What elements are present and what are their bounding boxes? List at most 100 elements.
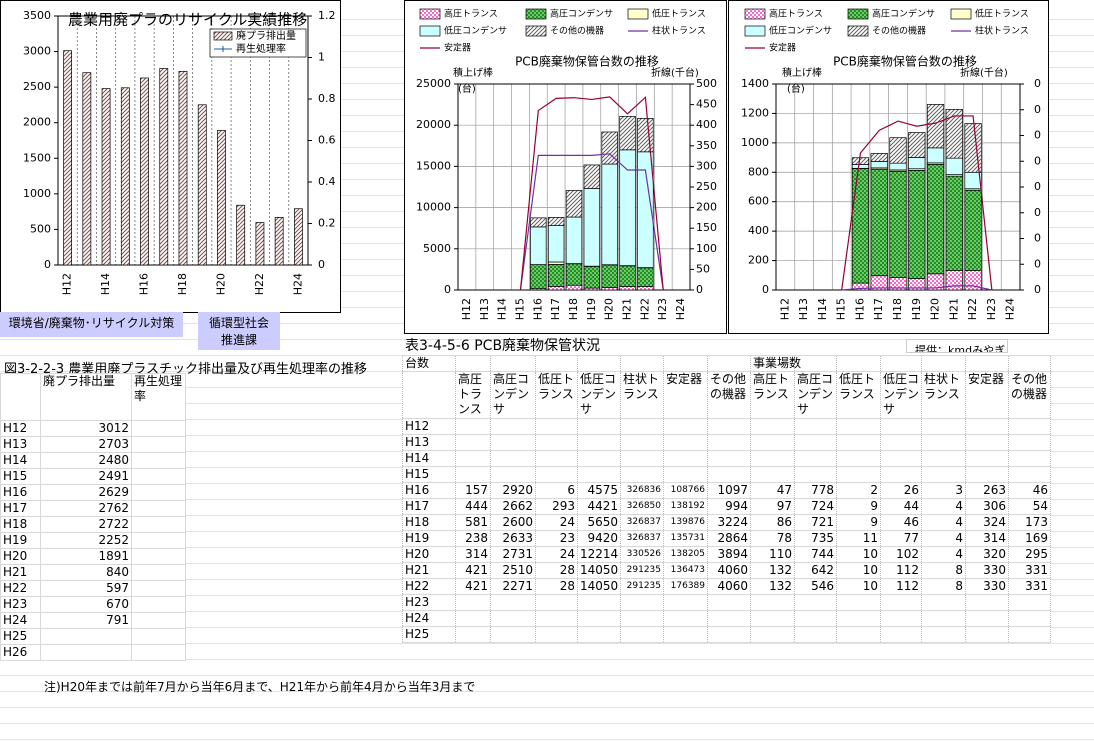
cell: 1097 bbox=[707, 482, 751, 499]
cell bbox=[577, 355, 621, 372]
header-cell: 低圧トランス bbox=[836, 371, 881, 419]
cell bbox=[455, 450, 491, 467]
bar bbox=[601, 287, 618, 291]
row: H20 1891 bbox=[0, 548, 186, 565]
row: H20 314 2731 24 12214 330526 138205 3894 110 744 1… bbox=[402, 546, 1051, 563]
cell: 24 bbox=[535, 514, 578, 531]
chart-title: PCB廃棄物保管台数の推移 bbox=[515, 54, 659, 69]
y2-tick-label: 500 bbox=[696, 77, 717, 90]
cell bbox=[965, 626, 1009, 643]
bar bbox=[926, 163, 945, 275]
cell bbox=[0, 373, 41, 421]
line bbox=[841, 285, 992, 291]
bar bbox=[530, 264, 547, 290]
cell bbox=[836, 610, 881, 627]
row-label: H24 bbox=[402, 610, 456, 627]
header-cell: 柱状トランス bbox=[921, 371, 966, 419]
cell: 157 bbox=[455, 482, 491, 499]
cell: 314 bbox=[455, 546, 491, 563]
cell bbox=[750, 594, 795, 611]
x-tick-label: H12 bbox=[460, 298, 473, 320]
cell bbox=[131, 532, 186, 549]
cell: 314 bbox=[965, 530, 1009, 547]
cell bbox=[921, 418, 966, 435]
bar bbox=[601, 163, 618, 266]
row-label: H23 bbox=[0, 596, 41, 613]
chart: 0 500 1000 1500 2000 2500 3000 3500 0 0.2 0.4 0.6 0.… bbox=[0, 0, 341, 313]
cell bbox=[40, 644, 132, 661]
row-label: H14 bbox=[0, 452, 41, 469]
cell bbox=[750, 450, 795, 467]
cell bbox=[535, 434, 578, 451]
cell: 11 bbox=[836, 530, 881, 547]
cell bbox=[131, 628, 186, 645]
bar bbox=[255, 222, 265, 266]
x-tick-label: H24 bbox=[674, 298, 687, 320]
y-axis-label: 積上げ棒 bbox=[453, 66, 493, 79]
cell bbox=[490, 450, 536, 467]
y2-tick-label: 0 bbox=[318, 258, 325, 271]
cell bbox=[131, 516, 186, 533]
cell bbox=[577, 434, 621, 451]
y2-tick-label: 0.4 bbox=[318, 175, 336, 188]
y-tick-label: 3500 bbox=[23, 9, 51, 22]
header-cell: 低圧トランス bbox=[535, 371, 578, 419]
x-tick-label: H18 bbox=[891, 298, 904, 320]
cell bbox=[965, 355, 1009, 372]
cell bbox=[707, 355, 751, 372]
bar bbox=[159, 68, 169, 266]
row-label: H24 bbox=[0, 612, 41, 629]
cell: 77 bbox=[880, 530, 922, 547]
bar bbox=[908, 170, 926, 279]
cell: 12214 bbox=[577, 546, 621, 563]
cell: 23 bbox=[535, 530, 578, 547]
button[interactable]: 循環型社会 推進課 bbox=[198, 312, 280, 350]
cell bbox=[577, 466, 621, 483]
cell: 3224 bbox=[707, 514, 751, 531]
bar bbox=[583, 164, 601, 189]
cell: 2722 bbox=[40, 516, 132, 533]
bar bbox=[565, 263, 583, 286]
line bbox=[841, 115, 993, 291]
legend-label: 柱状トランス bbox=[652, 25, 706, 37]
bar bbox=[547, 225, 565, 263]
cell: 176389 bbox=[663, 578, 708, 595]
row: H21 840 bbox=[0, 564, 186, 581]
cell bbox=[663, 594, 708, 611]
cell bbox=[836, 594, 881, 611]
row: H14 bbox=[402, 450, 1051, 467]
cell: 5650 bbox=[577, 514, 621, 531]
cell bbox=[455, 466, 491, 483]
legend-swatch bbox=[950, 8, 972, 20]
cell: 4 bbox=[921, 546, 966, 563]
cell bbox=[880, 450, 922, 467]
cell bbox=[794, 610, 837, 627]
note: 注)H20年までは前年7月から当年6月まで、H21年から前年4月から当年3月まで bbox=[44, 680, 476, 694]
legend-swatch bbox=[847, 25, 869, 37]
button[interactable]: 環境省/廃棄物･リサイクル対策 bbox=[0, 312, 183, 337]
y2-tick-label: 0 bbox=[1034, 283, 1041, 296]
cell: 47 bbox=[750, 482, 795, 499]
cell: 744 bbox=[794, 546, 837, 563]
cell bbox=[880, 610, 922, 627]
bar bbox=[583, 188, 601, 267]
cell bbox=[455, 418, 491, 435]
cell: 306 bbox=[965, 498, 1009, 515]
chart-title: PCB廃棄物保管台数の推移 bbox=[833, 54, 977, 69]
bar bbox=[851, 168, 870, 284]
row-label: H18 bbox=[0, 516, 41, 533]
cell bbox=[880, 626, 922, 643]
cell: 4575 bbox=[577, 482, 621, 499]
row-label: H17 bbox=[0, 500, 41, 517]
button-label: 環境省/廃棄物･リサイクル対策 bbox=[8, 316, 175, 330]
cell: 4421 bbox=[577, 498, 621, 515]
y2-tick-label: 0 bbox=[1034, 129, 1041, 142]
bar bbox=[908, 132, 926, 158]
row: H22 597 bbox=[0, 580, 186, 597]
cell bbox=[577, 610, 621, 627]
bar bbox=[101, 88, 111, 266]
bar bbox=[140, 77, 149, 266]
y-tick-label: 500 bbox=[30, 222, 51, 235]
cell bbox=[750, 434, 795, 451]
bar bbox=[870, 161, 888, 169]
